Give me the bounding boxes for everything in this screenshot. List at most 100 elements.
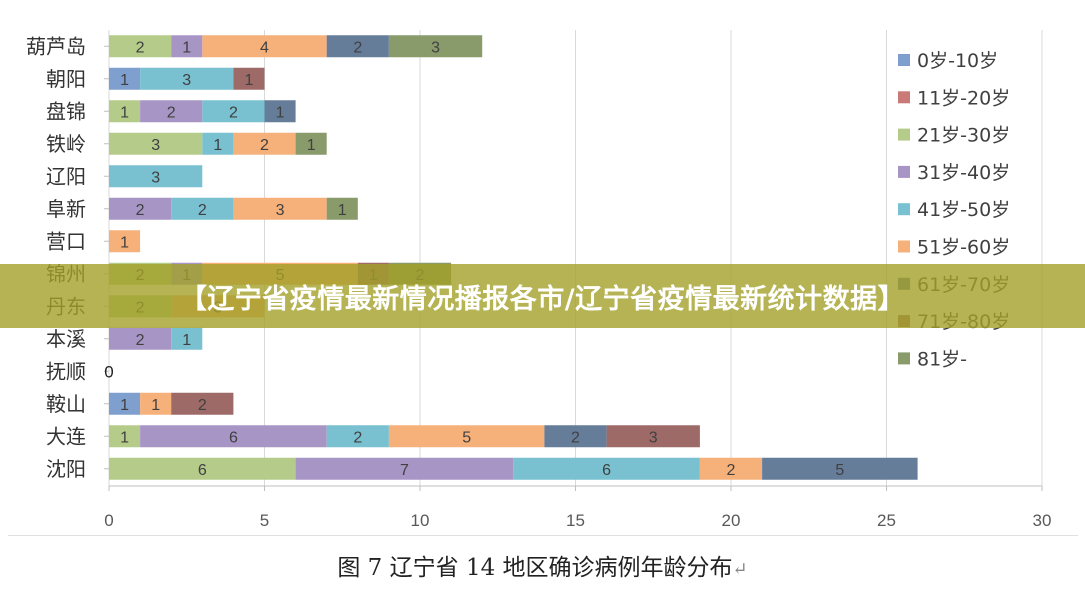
bar-segment (233, 197, 327, 220)
data-label: 1 (151, 397, 160, 414)
data-label: 1 (182, 332, 191, 349)
bar-segment (109, 35, 172, 58)
legend-swatch (898, 203, 910, 216)
x-tick-label: 25 (877, 511, 896, 530)
legend-swatch (898, 240, 910, 253)
x-tick-label: 15 (566, 511, 585, 530)
bar-segment (202, 35, 327, 58)
data-label: 0 (104, 362, 113, 381)
caption-divider (8, 535, 1078, 536)
return-icon: ↵ (732, 559, 748, 580)
category-label: 辽阳 (46, 164, 86, 188)
bar-segment (388, 35, 483, 58)
category-label: 阜新 (46, 197, 86, 221)
category-label: 朝阳 (46, 67, 86, 91)
bar-segment (109, 197, 172, 220)
bar-segment (109, 67, 141, 90)
bar-segment (171, 35, 203, 58)
data-label: 1 (307, 137, 316, 154)
bar-segment (109, 165, 203, 188)
data-label: 2 (136, 332, 145, 349)
bar-segment (140, 392, 172, 415)
data-label: 1 (120, 104, 129, 121)
bar-segment (140, 100, 203, 123)
category-label: 大连 (46, 424, 86, 448)
bar-segment (171, 392, 234, 415)
data-label: 2 (727, 462, 736, 479)
data-label: 2 (353, 429, 362, 446)
data-label: 1 (120, 72, 129, 89)
category-label: 营口 (46, 229, 86, 253)
data-label: 1 (244, 72, 253, 89)
data-label: 2 (198, 202, 207, 219)
x-tick-label: 20 (722, 511, 741, 530)
legend-label: 81岁- (917, 348, 967, 370)
data-label: 6 (602, 462, 611, 479)
data-label: 1 (338, 202, 347, 219)
bar-segment (109, 100, 141, 123)
legend-label: 0岁-10岁 (917, 50, 998, 72)
bar-segment (109, 327, 172, 350)
bar-segment (544, 425, 607, 448)
data-label: 2 (571, 429, 580, 446)
x-tick-label: 10 (411, 511, 430, 530)
legend-swatch (898, 165, 910, 178)
legend-swatch (898, 91, 910, 104)
bar-segment (140, 67, 234, 90)
category-label: 鞍山 (46, 392, 86, 416)
category-label: 抚顺 (46, 359, 86, 383)
data-label: 2 (353, 39, 362, 56)
x-tick-label: 5 (260, 511, 269, 530)
x-tick-label: 30 (1033, 511, 1052, 530)
bar-segment (109, 392, 141, 415)
bar-segment (233, 132, 296, 155)
x-tick-label: 0 (104, 511, 113, 530)
data-label: 6 (229, 429, 238, 446)
data-label: 2 (198, 397, 207, 414)
figure-caption: 图 7 辽宁省 14 地区确诊病例年龄分布↵ (0, 548, 1085, 582)
bar-segment (109, 230, 141, 253)
data-label: 1 (213, 137, 222, 154)
data-label: 1 (120, 397, 129, 414)
bar-segment (295, 457, 514, 480)
bar-segment (513, 457, 700, 480)
data-label: 3 (182, 72, 191, 89)
data-label: 6 (198, 462, 207, 479)
banner-title: 【辽宁省疫情最新情况播报各市/辽宁省疫情最新统计数据】 (179, 283, 906, 315)
category-label: 盘锦 (46, 99, 86, 123)
bar-segment (295, 132, 327, 155)
bar-segment (233, 67, 265, 90)
category-label: 葫芦岛 (26, 34, 86, 58)
category-label: 沈阳 (46, 457, 86, 481)
bar-segment (171, 327, 203, 350)
caption-text: 图 7 辽宁省 14 地区确诊病例年龄分布 (337, 555, 733, 581)
bar-segment (326, 425, 389, 448)
data-label: 3 (431, 39, 440, 56)
legend-label: 11岁-20岁 (917, 87, 1010, 109)
bar-segment (109, 132, 203, 155)
bar-segment (140, 425, 327, 448)
title-banner: 【辽宁省疫情最新情况播报各市/辽宁省疫情最新统计数据】 (0, 264, 1085, 328)
data-label: 2 (136, 39, 145, 56)
data-label: 1 (182, 39, 191, 56)
data-label: 4 (260, 39, 269, 56)
bar-segment (264, 100, 296, 123)
data-label: 7 (400, 462, 409, 479)
data-label: 1 (120, 429, 129, 446)
data-label: 3 (151, 169, 160, 186)
legend-label: 51岁-60岁 (917, 237, 1010, 259)
data-label: 5 (462, 429, 471, 446)
data-label: 2 (136, 202, 145, 219)
data-label: 2 (229, 104, 238, 121)
bar-segment (699, 457, 763, 480)
bar-segment (202, 132, 234, 155)
legend-swatch (898, 54, 910, 66)
bar-segment (171, 197, 234, 220)
legend-label: 31岁-40岁 (917, 162, 1010, 184)
category-label: 铁岭 (46, 132, 86, 156)
bar-segment (326, 197, 358, 220)
data-label: 2 (260, 137, 269, 154)
bar-segment (388, 425, 545, 448)
